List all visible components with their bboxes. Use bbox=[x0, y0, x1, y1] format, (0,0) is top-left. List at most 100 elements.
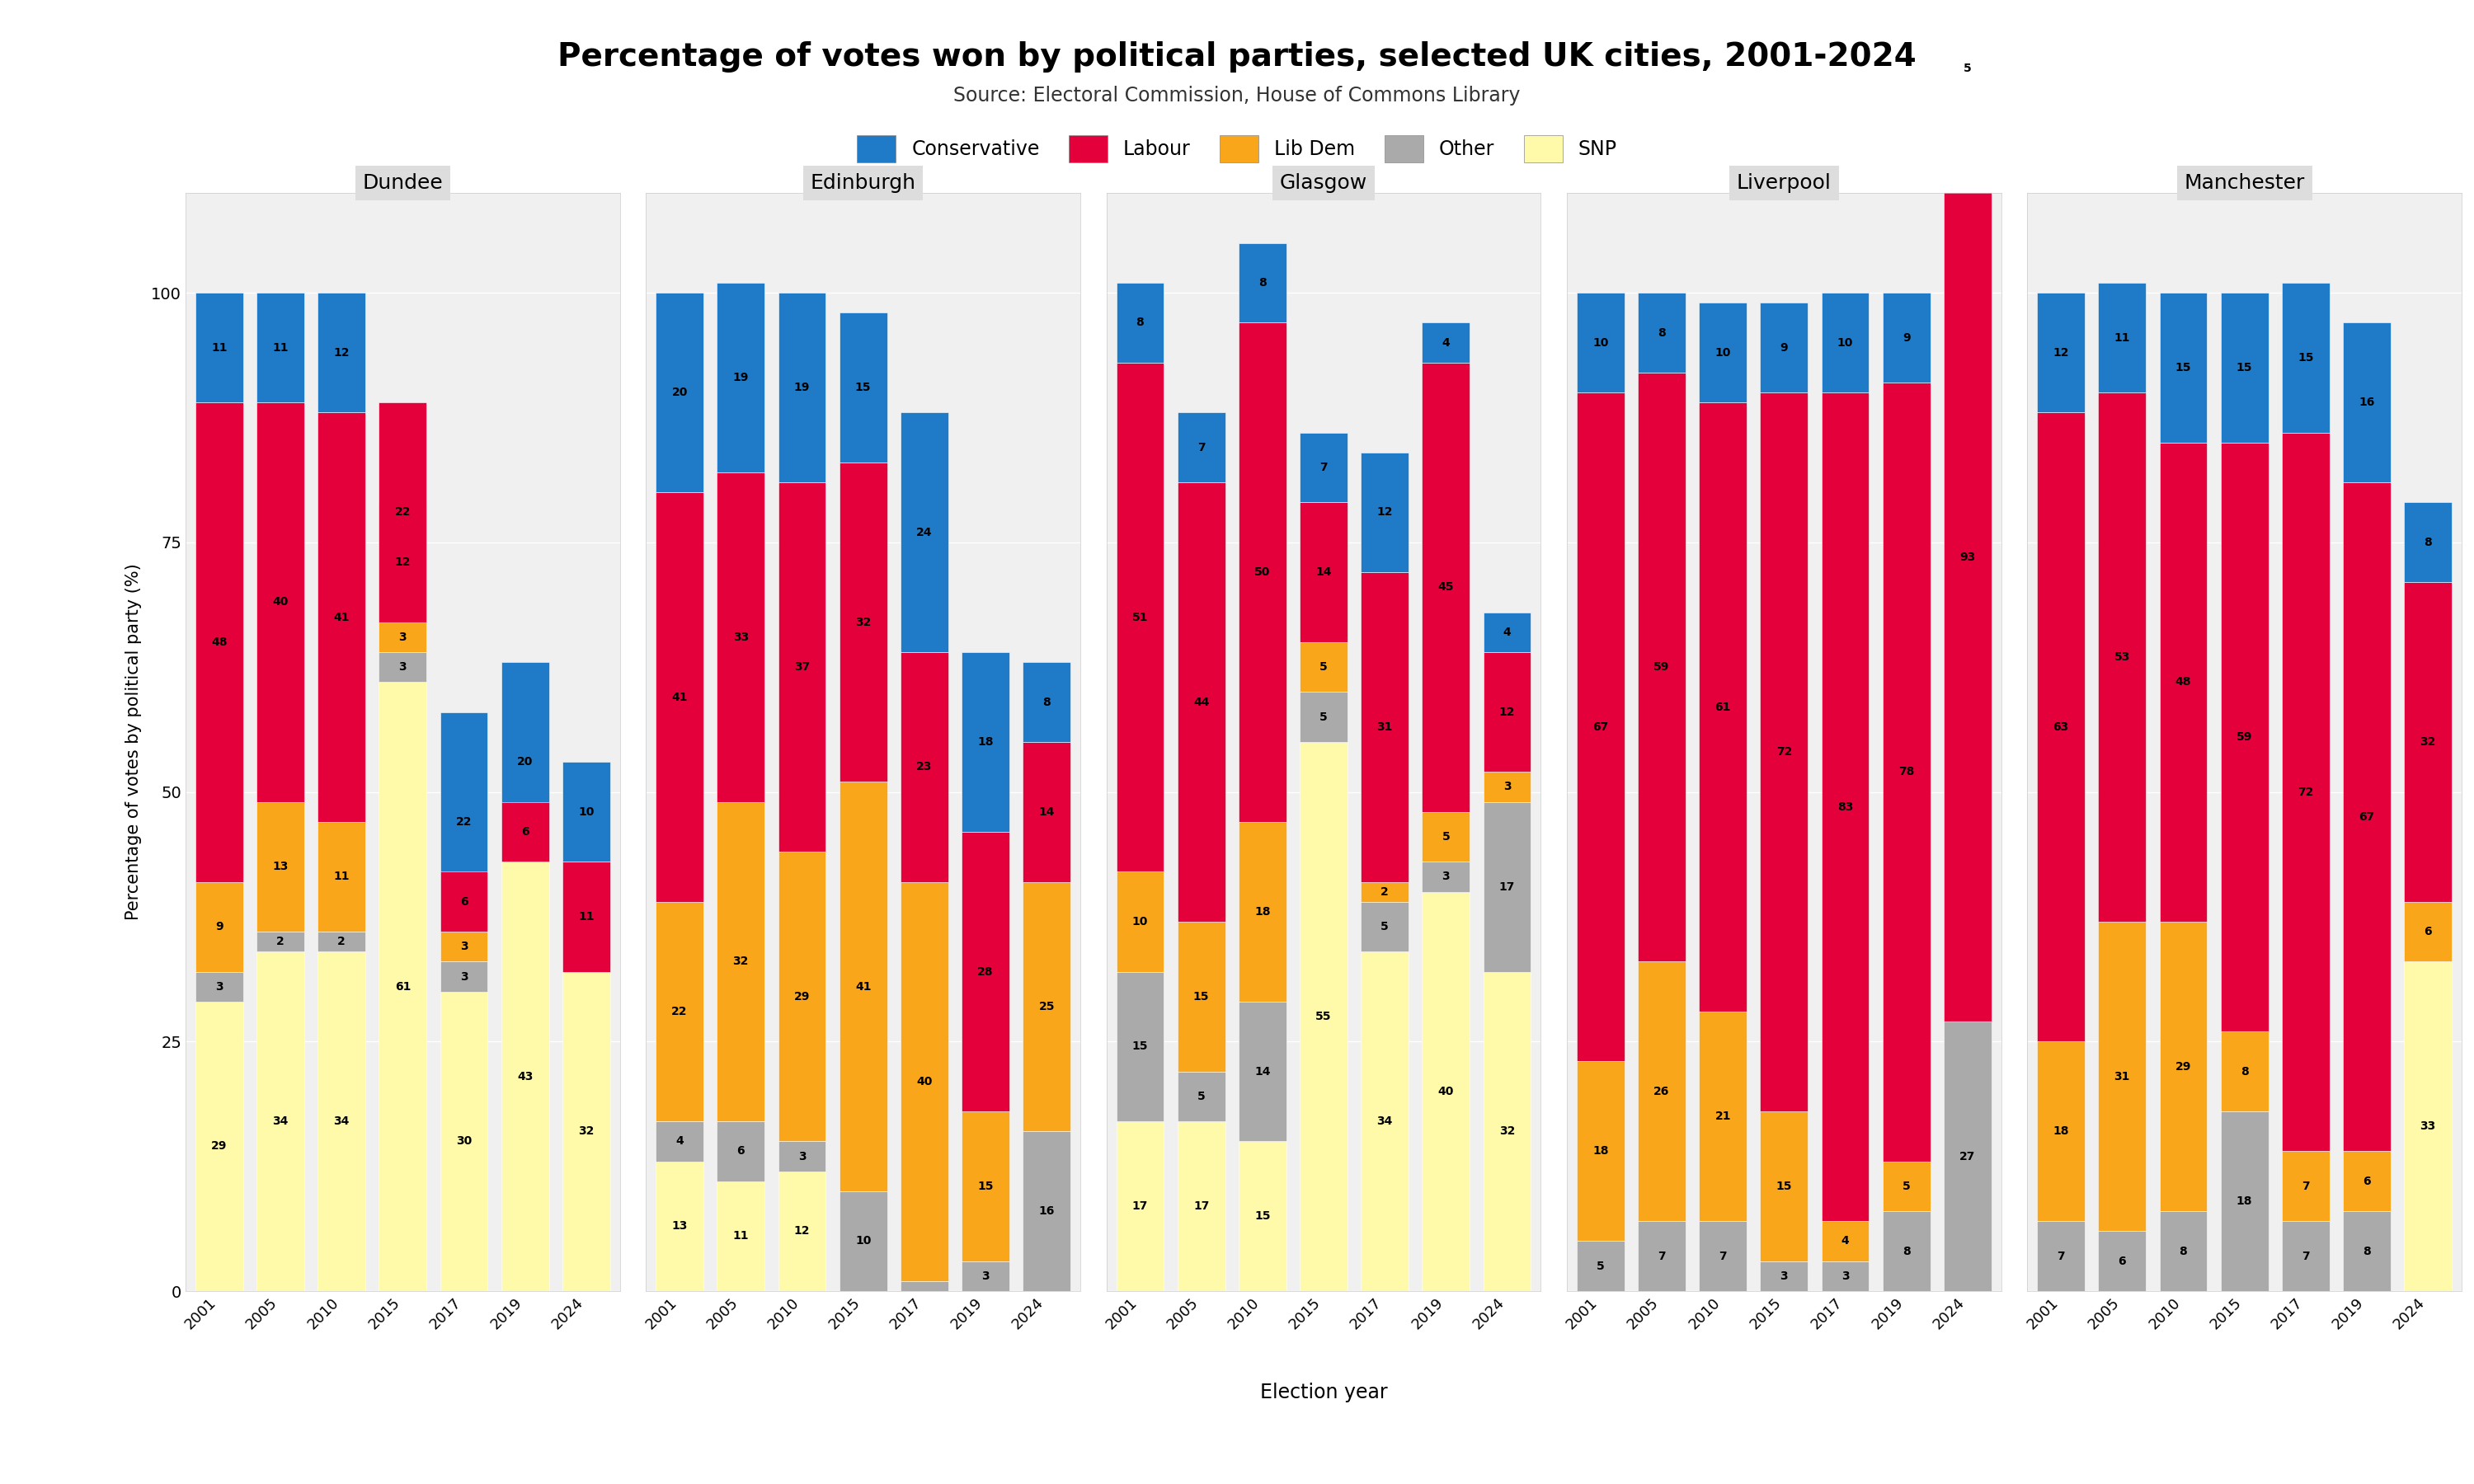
Text: 26: 26 bbox=[1653, 1086, 1670, 1097]
Text: 34: 34 bbox=[1376, 1116, 1393, 1128]
Bar bbox=[779, 1141, 826, 1171]
Bar bbox=[1116, 362, 1163, 871]
Bar bbox=[257, 801, 304, 932]
Bar bbox=[1484, 651, 1531, 772]
Bar bbox=[1299, 503, 1348, 643]
Bar bbox=[2281, 432, 2331, 1152]
Text: 2: 2 bbox=[1380, 886, 1388, 898]
Text: 15: 15 bbox=[1192, 991, 1210, 1002]
Text: Source: Electoral Commission, House of Commons Library: Source: Electoral Commission, House of C… bbox=[952, 86, 1522, 105]
Bar bbox=[1638, 292, 1685, 372]
Text: 3: 3 bbox=[982, 1270, 990, 1282]
Bar bbox=[717, 472, 764, 801]
Text: 3: 3 bbox=[460, 971, 468, 982]
Text: 32: 32 bbox=[2420, 736, 2437, 748]
Text: 21: 21 bbox=[1714, 1110, 1732, 1122]
Text: 6: 6 bbox=[737, 1146, 745, 1158]
Bar bbox=[1883, 383, 1930, 1162]
Bar bbox=[2160, 442, 2207, 922]
Text: 5: 5 bbox=[1380, 922, 1388, 932]
Text: 5: 5 bbox=[1319, 711, 1329, 723]
Bar bbox=[1821, 1261, 1868, 1291]
Bar bbox=[2222, 1031, 2269, 1112]
Bar bbox=[1361, 453, 1408, 573]
Bar bbox=[502, 801, 549, 862]
Text: 12: 12 bbox=[1499, 706, 1514, 718]
Text: 8: 8 bbox=[2241, 1066, 2249, 1077]
Text: 40: 40 bbox=[272, 597, 289, 608]
Text: 93: 93 bbox=[1959, 552, 1977, 562]
Bar bbox=[440, 932, 487, 962]
Text: 7: 7 bbox=[1197, 442, 1205, 453]
Bar bbox=[1945, 1021, 1992, 1291]
Legend: Conservative, Labour, Lib Dem, Other, SNP: Conservative, Labour, Lib Dem, Other, SN… bbox=[846, 126, 1628, 172]
Bar bbox=[440, 962, 487, 991]
Bar bbox=[1700, 1012, 1747, 1221]
Bar bbox=[2098, 283, 2145, 393]
Bar bbox=[2343, 1152, 2390, 1211]
Text: 11: 11 bbox=[272, 341, 289, 353]
Text: 2: 2 bbox=[336, 936, 346, 947]
Text: 22: 22 bbox=[455, 816, 473, 828]
Bar bbox=[2098, 393, 2145, 922]
Bar bbox=[1576, 1241, 1625, 1291]
Bar bbox=[1299, 692, 1348, 742]
Text: 48: 48 bbox=[2175, 677, 2192, 689]
Bar bbox=[656, 1122, 703, 1162]
Text: 22: 22 bbox=[670, 1006, 688, 1018]
Text: 72: 72 bbox=[1776, 746, 1791, 758]
Bar bbox=[717, 283, 764, 472]
Bar bbox=[379, 683, 426, 1291]
Bar bbox=[717, 1181, 764, 1291]
Text: 63: 63 bbox=[2053, 721, 2068, 733]
Text: 51: 51 bbox=[1133, 611, 1148, 623]
Title: Glasgow: Glasgow bbox=[1279, 174, 1368, 193]
Text: 5: 5 bbox=[1964, 62, 1972, 74]
Text: 40: 40 bbox=[915, 1076, 933, 1088]
Text: 29: 29 bbox=[2175, 1061, 2192, 1073]
Bar bbox=[1759, 1261, 1808, 1291]
Bar bbox=[1178, 482, 1225, 922]
Bar bbox=[379, 503, 426, 622]
Bar bbox=[656, 292, 703, 493]
Bar bbox=[379, 651, 426, 683]
Bar bbox=[2036, 292, 2086, 413]
Bar bbox=[1116, 871, 1163, 972]
Text: 10: 10 bbox=[579, 806, 594, 818]
Bar bbox=[1821, 393, 1868, 1221]
Y-axis label: Percentage of votes by political party (%): Percentage of votes by political party (… bbox=[126, 564, 141, 920]
Text: 9: 9 bbox=[1903, 332, 1910, 343]
Bar bbox=[779, 292, 826, 482]
Text: 61: 61 bbox=[396, 981, 411, 993]
Title: Edinburgh: Edinburgh bbox=[811, 174, 915, 193]
Text: 72: 72 bbox=[2298, 787, 2313, 798]
Bar bbox=[839, 463, 888, 782]
Text: 5: 5 bbox=[1197, 1091, 1205, 1103]
Text: 14: 14 bbox=[1254, 1066, 1272, 1077]
Text: 12: 12 bbox=[1376, 506, 1393, 518]
Text: 40: 40 bbox=[1437, 1086, 1455, 1097]
Bar bbox=[2343, 1211, 2390, 1291]
Bar bbox=[2098, 922, 2145, 1232]
Text: 14: 14 bbox=[1316, 567, 1331, 579]
Text: 19: 19 bbox=[794, 381, 809, 393]
Text: 67: 67 bbox=[1593, 721, 1608, 733]
Text: 18: 18 bbox=[977, 736, 995, 748]
Bar bbox=[2281, 283, 2331, 432]
Bar bbox=[2405, 582, 2452, 902]
Text: 15: 15 bbox=[2298, 352, 2313, 364]
Text: 41: 41 bbox=[670, 692, 688, 703]
Text: 11: 11 bbox=[579, 911, 594, 923]
Bar bbox=[962, 833, 1009, 1112]
Text: 7: 7 bbox=[1719, 1251, 1727, 1261]
Bar bbox=[779, 482, 826, 852]
Text: 22: 22 bbox=[396, 506, 411, 518]
Bar bbox=[1299, 432, 1348, 503]
Bar bbox=[2281, 1152, 2331, 1221]
Text: 7: 7 bbox=[1658, 1251, 1665, 1261]
Bar bbox=[962, 1112, 1009, 1261]
Bar bbox=[1116, 972, 1163, 1122]
Bar bbox=[195, 1002, 242, 1291]
Text: 37: 37 bbox=[794, 662, 809, 672]
Text: 12: 12 bbox=[794, 1226, 809, 1238]
